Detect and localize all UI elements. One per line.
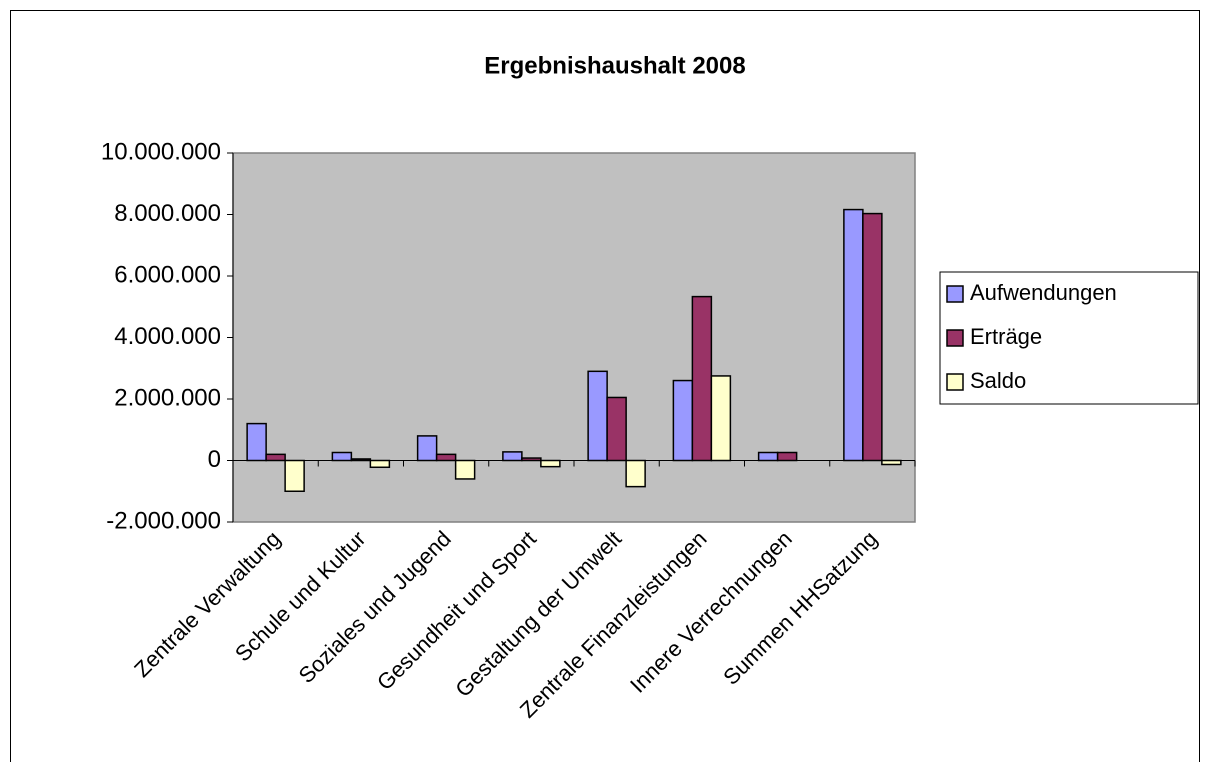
bar [710, 375, 732, 462]
bar [284, 459, 305, 492]
legend-label: Aufwendungen [970, 280, 1117, 305]
y-tick-label: 10.000.000 [101, 138, 221, 165]
bar [843, 208, 864, 462]
y-tick-label: -2.000.000 [106, 507, 221, 534]
bar [587, 370, 608, 462]
bar [776, 451, 798, 462]
legend-label: Saldo [970, 368, 1026, 393]
bar [246, 422, 267, 462]
bar [369, 459, 391, 469]
legend-label: Erträge [970, 324, 1042, 349]
bar [672, 379, 694, 462]
y-tick-label: 2.000.000 [114, 384, 221, 411]
bar [881, 459, 902, 466]
y-tick-label: 4.000.000 [114, 323, 221, 350]
chart-title: Ergebnishaushalt 2008 [484, 52, 745, 79]
bar [435, 453, 457, 462]
bar [540, 459, 561, 468]
bar [416, 435, 438, 462]
plot-area [232, 152, 916, 523]
legend-swatch [946, 373, 964, 391]
bar [454, 459, 476, 480]
bar [502, 451, 523, 462]
bar [331, 451, 353, 462]
bar [757, 451, 779, 462]
bar [862, 212, 883, 462]
bar [625, 459, 646, 488]
y-tick-label: 0 [208, 446, 221, 473]
legend-swatch [946, 285, 964, 303]
y-tick-label: 6.000.000 [114, 261, 221, 288]
bar [691, 295, 713, 462]
y-tick-label: 8.000.000 [114, 200, 221, 227]
legend-swatch [946, 329, 964, 347]
bar [265, 453, 286, 462]
legend-box [939, 271, 1199, 405]
bar [606, 396, 627, 462]
